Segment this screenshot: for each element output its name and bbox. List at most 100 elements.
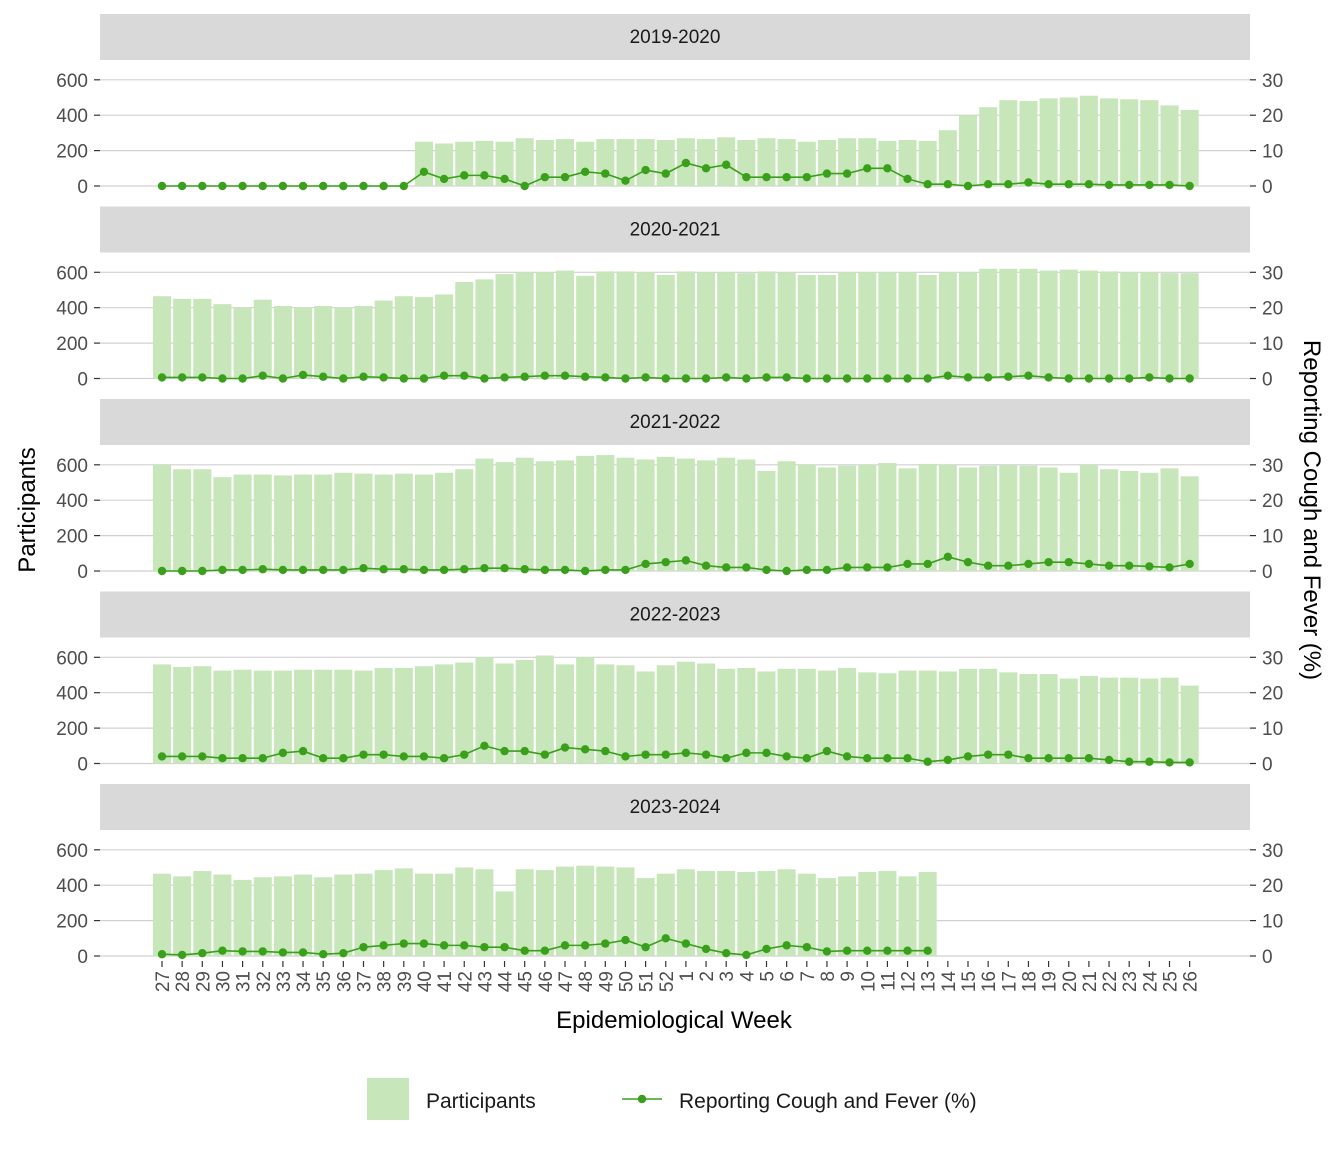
x-tick-label: 37 bbox=[355, 971, 376, 992]
cough-fever-point bbox=[520, 946, 529, 955]
x-tick-label: 11 bbox=[878, 971, 899, 991]
cough-fever-point bbox=[963, 557, 973, 567]
cough-fever-point bbox=[1084, 180, 1094, 189]
cough-fever-point bbox=[681, 748, 691, 758]
cough-fever-point bbox=[560, 743, 570, 752]
y-tick-label-right: 30 bbox=[1262, 71, 1283, 92]
x-tick-label: 40 bbox=[415, 971, 436, 992]
x-tick-label: 9 bbox=[838, 971, 859, 982]
participants-bar bbox=[959, 115, 977, 186]
cough-fever-point bbox=[157, 752, 167, 761]
participants-bar bbox=[253, 877, 272, 956]
cough-fever-point bbox=[500, 942, 509, 952]
cough-fever-point bbox=[298, 565, 308, 575]
participants-bar bbox=[435, 294, 454, 379]
cough-fever-point bbox=[1165, 563, 1174, 572]
cough-fever-point bbox=[983, 373, 993, 382]
participants-bar bbox=[938, 272, 957, 379]
cough-fever-point bbox=[1004, 750, 1013, 759]
participants-bar bbox=[294, 307, 313, 379]
participants-bar bbox=[838, 465, 857, 571]
participants-bar bbox=[556, 270, 574, 379]
participants-bar bbox=[1079, 95, 1098, 186]
participants-bar bbox=[173, 298, 192, 379]
cough-fever-point bbox=[842, 946, 852, 955]
cough-fever-point bbox=[701, 561, 711, 570]
y-tick-label-right: 20 bbox=[1262, 684, 1283, 705]
participants-bar bbox=[394, 868, 413, 956]
cough-fever-point bbox=[963, 181, 973, 191]
participants-bar bbox=[1180, 109, 1199, 186]
cough-fever-point bbox=[238, 374, 247, 383]
participants-bar bbox=[354, 305, 373, 379]
cough-fever-point bbox=[238, 753, 247, 763]
participants-bar bbox=[1180, 685, 1199, 764]
cough-fever-point bbox=[419, 565, 429, 575]
cough-fever-point bbox=[883, 946, 892, 955]
cough-fever-point bbox=[520, 565, 529, 574]
participants-bar bbox=[1059, 472, 1078, 571]
y-tick-label-left: 200 bbox=[56, 527, 88, 548]
cough-fever-point bbox=[1004, 180, 1013, 189]
cough-fever-point bbox=[863, 946, 872, 955]
cough-fever-point bbox=[379, 750, 388, 759]
participants-bar bbox=[1120, 470, 1139, 571]
cough-fever-point bbox=[1145, 757, 1154, 766]
cough-fever-point bbox=[963, 752, 973, 761]
y-tick-label-right: 20 bbox=[1262, 299, 1283, 320]
y-tick-label-left: 600 bbox=[56, 263, 88, 284]
cough-fever-point bbox=[802, 172, 811, 182]
participants-bar bbox=[656, 139, 675, 186]
cough-fever-point bbox=[1185, 181, 1194, 191]
cough-fever-point bbox=[923, 559, 932, 569]
cough-fever-point bbox=[399, 181, 408, 191]
cough-fever-point bbox=[621, 752, 630, 761]
cough-fever-point bbox=[258, 947, 267, 956]
participants-bar bbox=[938, 464, 957, 571]
cough-fever-point bbox=[641, 165, 650, 175]
participants-bar bbox=[414, 666, 433, 764]
cough-fever-point bbox=[298, 746, 308, 756]
cough-fever-point bbox=[319, 565, 328, 575]
cough-fever-point bbox=[842, 752, 852, 761]
y-tick-label-left: 0 bbox=[77, 562, 88, 583]
participants-bar bbox=[273, 305, 292, 379]
cough-fever-point bbox=[842, 563, 852, 572]
participants-bar bbox=[858, 464, 877, 571]
participants-bar bbox=[596, 664, 615, 764]
cough-fever-point bbox=[1064, 557, 1073, 567]
participants-bar bbox=[374, 474, 393, 571]
cough-fever-point bbox=[1024, 371, 1033, 380]
participants-bar bbox=[334, 874, 353, 956]
cough-fever-point bbox=[782, 172, 791, 182]
y-tick-label-right: 20 bbox=[1262, 876, 1283, 897]
cough-fever-point bbox=[661, 557, 670, 567]
cough-fever-point bbox=[621, 176, 630, 185]
participants-bar bbox=[414, 297, 433, 379]
participants-bar bbox=[797, 873, 816, 956]
participants-bar bbox=[636, 272, 655, 379]
cough-fever-point bbox=[278, 748, 288, 758]
cough-fever-point bbox=[1024, 559, 1033, 569]
cough-fever-point bbox=[701, 750, 711, 759]
participants-bar bbox=[1140, 272, 1159, 379]
participants-bar bbox=[213, 874, 232, 956]
participants-bar bbox=[455, 469, 474, 571]
cough-fever-point bbox=[278, 374, 288, 383]
x-tick-label: 33 bbox=[274, 971, 295, 992]
legend-bar-swatch bbox=[367, 1078, 409, 1120]
participants-bar bbox=[475, 279, 494, 379]
participants-bar bbox=[878, 871, 897, 956]
participants-bar bbox=[1100, 469, 1119, 571]
participants-bar bbox=[878, 140, 897, 186]
participants-bar bbox=[213, 670, 232, 764]
cough-fever-point bbox=[379, 941, 388, 950]
participants-bar bbox=[1160, 105, 1179, 186]
participants-bar bbox=[193, 469, 212, 571]
cough-fever-point bbox=[298, 948, 308, 957]
participants-bar bbox=[918, 274, 937, 379]
participants-bar bbox=[1140, 100, 1159, 186]
y-tick-label-left: 600 bbox=[56, 841, 88, 862]
cough-fever-point bbox=[500, 746, 509, 756]
